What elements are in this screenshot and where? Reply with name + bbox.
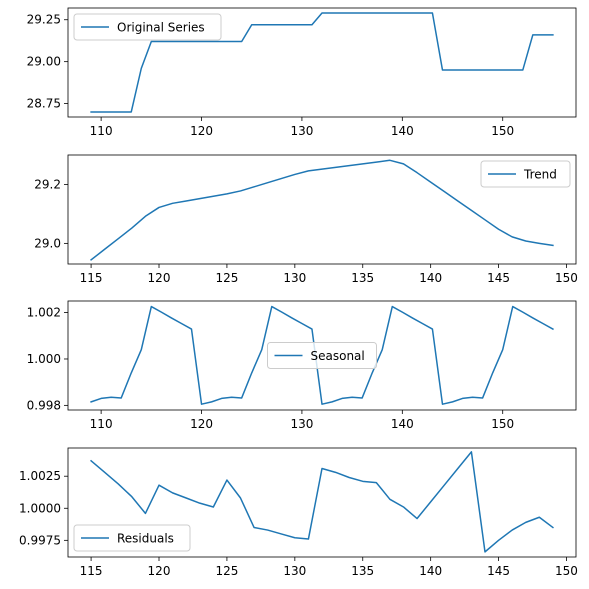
x-tick-label: 140 <box>419 271 442 285</box>
x-tick-label: 125 <box>215 271 238 285</box>
axes-frame <box>67 154 577 265</box>
legend-label: Original Series <box>117 21 205 35</box>
legend-box <box>73 524 191 552</box>
legend: Trend <box>480 160 571 188</box>
x-tick-label: 110 <box>90 417 113 431</box>
series-line-4-1 <box>90 451 554 553</box>
axes-frame <box>67 300 577 411</box>
x-tick-label: 150 <box>491 417 514 431</box>
x-tick-label: 135 <box>351 564 374 578</box>
y-tick-label: 29.25 <box>27 13 61 27</box>
y-tick-label: 28.75 <box>27 97 61 111</box>
legend: Residuals <box>73 524 191 552</box>
x-tick-label: 145 <box>487 271 510 285</box>
x-tick-label: 115 <box>80 271 103 285</box>
subplot-1: 110 120 130 140 150 28.75 29.00 29.25 Original S… <box>27 7 577 138</box>
subplot-3: 110 120 130 140 150 0.998 1.000 1.002 Seasonal <box>27 300 577 431</box>
y-tick-label: 1.002 <box>27 306 61 320</box>
y-tick-label: 0.9975 <box>19 533 61 547</box>
x-tick-label: 130 <box>283 564 306 578</box>
legend: Seasonal <box>267 342 377 369</box>
series-line-3-1 <box>90 305 554 405</box>
x-tick-label: 140 <box>391 417 414 431</box>
x-tick-label: 140 <box>391 124 414 138</box>
series-line-1-1 <box>90 12 554 113</box>
legend-box <box>480 160 571 188</box>
x-tick-label: 150 <box>491 124 514 138</box>
x-tick-label: 120 <box>190 124 213 138</box>
x-tick-label: 115 <box>80 564 103 578</box>
x-tick-label: 120 <box>148 271 171 285</box>
subplot-2: 115 120 125 130 135 140 145 150 29.0 29.2 Trend <box>34 154 578 285</box>
x-tick-label: 120 <box>148 564 171 578</box>
axes-frame <box>67 447 577 558</box>
legend: Original Series <box>73 13 222 41</box>
y-tick-label: 1.0000 <box>19 501 61 515</box>
legend-box <box>267 342 377 369</box>
y-tick-label: 29.00 <box>27 55 61 69</box>
x-tick-label: 120 <box>190 417 213 431</box>
x-tick-label: 140 <box>419 564 442 578</box>
subplot-4: 115 120 125 130 135 140 145 150 0.9975 1.0000 1.00… <box>19 447 578 578</box>
y-tick-label: 29.2 <box>34 177 61 191</box>
x-tick-label: 150 <box>555 271 578 285</box>
x-tick-label: 135 <box>351 271 374 285</box>
x-tick-label: 110 <box>90 124 113 138</box>
y-tick-label: 1.000 <box>27 352 61 366</box>
x-tick-label: 130 <box>290 124 313 138</box>
series-line-2-1 <box>90 159 554 261</box>
y-tick-label: 0.998 <box>27 398 61 412</box>
legend-label: Residuals <box>117 532 174 546</box>
x-tick-label: 130 <box>283 271 306 285</box>
x-tick-label: 145 <box>487 564 510 578</box>
y-tick-label: 1.0025 <box>19 469 61 483</box>
legend-box <box>73 13 222 41</box>
legend-label: Trend <box>523 168 557 182</box>
x-tick-label: 130 <box>290 417 313 431</box>
legend-label: Seasonal <box>311 349 365 363</box>
x-tick-label: 150 <box>555 564 578 578</box>
y-tick-label: 29.0 <box>34 236 61 250</box>
axes-frame <box>67 7 577 118</box>
x-tick-label: 125 <box>215 564 238 578</box>
